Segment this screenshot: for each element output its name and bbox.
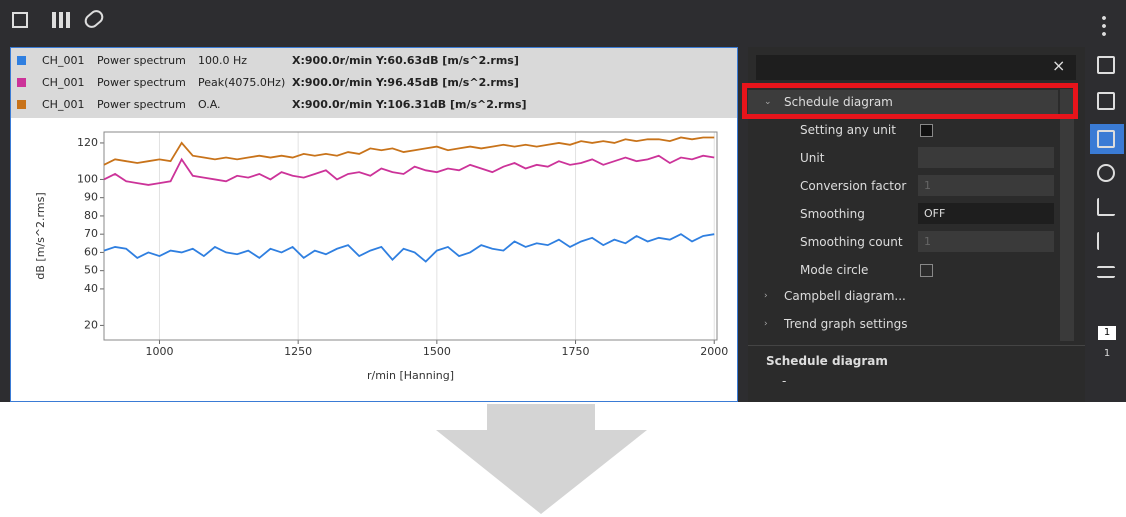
property-panel: × ⌄ Schedule diagram Setting any unit Unit C… (742, 47, 1085, 403)
property-row: Smoothing OFF (748, 200, 1058, 228)
group-label: Campbell diagram... (784, 289, 906, 303)
legend-row: CH_001 Power spectrum Peak(4075.0Hz) X:900.… (17, 73, 717, 93)
legend-row: CH_001 Power spectrum 100.0 Hz X:900.0r/min… (17, 51, 717, 71)
expander: › (764, 291, 768, 301)
expander: ⌄ (764, 97, 772, 107)
icon-bar: 1 1 (1088, 40, 1126, 402)
description-text: - (782, 374, 787, 388)
y-tick-label: 80 (84, 209, 98, 222)
property-label: Unit (800, 151, 825, 165)
tool-icon[interactable] (1097, 164, 1115, 182)
expander: › (764, 319, 768, 329)
x-tick-label: 1500 (423, 345, 451, 358)
group-label: Schedule diagram (784, 95, 893, 109)
legend-channel: CH_001 (42, 98, 85, 111)
legend-marker (17, 78, 26, 87)
close-button[interactable]: × (1052, 56, 1066, 75)
property-row: Unit (748, 144, 1058, 172)
property-label: Mode circle (800, 263, 869, 277)
property-row: Conversion factor 1 (748, 172, 1058, 200)
property-row: Mode circle (748, 256, 1058, 284)
description-title: Schedule diagram (766, 354, 888, 368)
series-line (103, 154, 715, 186)
x-tick-label: 1000 (145, 345, 173, 358)
y-tick-label: 20 (84, 318, 98, 331)
series-line (103, 136, 715, 166)
legend-readout: X:900.0r/min Y:60.63dB [m/s^2.rms] (292, 54, 519, 67)
property-label: Smoothing (800, 207, 865, 221)
down-arrow (436, 404, 647, 514)
property-value[interactable]: OFF (918, 203, 1054, 224)
legend-info: Peak(4075.0Hz) (198, 76, 286, 89)
legend-channel: CH_001 (42, 54, 85, 67)
y-tick-label: 50 (84, 264, 98, 277)
tool-icon[interactable] (1097, 266, 1115, 278)
checkbox[interactable] (920, 124, 933, 137)
active-tool[interactable] (1090, 124, 1124, 154)
x-tick-label: 1250 (284, 345, 312, 358)
legend-channel: CH_001 (42, 76, 85, 89)
x-axis-label: r/min [Hanning] (367, 369, 454, 382)
legend-row: CH_001 Power spectrum O.A. X:900.0r/min Y:1… (17, 95, 717, 115)
property-label: Setting any unit (800, 123, 896, 137)
legend-marker (17, 56, 26, 65)
legend-info: 100.0 Hz (198, 54, 248, 67)
y-tick-label: 40 (84, 282, 98, 295)
legend: CH_001 Power spectrum 100.0 Hz X:900.0r/min… (11, 48, 737, 118)
property-value[interactable]: 1 (918, 231, 1054, 252)
grid-icon[interactable] (52, 12, 70, 28)
property-value[interactable]: 1 (918, 175, 1054, 196)
x-tick-label: 1750 (562, 345, 590, 358)
legend-type: Power spectrum (97, 54, 186, 67)
legend-info: O.A. (198, 98, 221, 111)
scrollbar[interactable] (1060, 89, 1074, 341)
y-tick-label: 120 (77, 136, 98, 149)
description-area: Schedule diagram - (748, 345, 1085, 403)
legend-type: Power spectrum (97, 76, 186, 89)
legend-readout: X:900.0r/min Y:106.31dB [m/s^2.rms] (292, 98, 527, 111)
property-row: Smoothing count 1 (748, 228, 1058, 256)
series-line (103, 233, 715, 263)
y-tick-label: 60 (84, 245, 98, 258)
y-tick-label: 90 (84, 191, 98, 204)
property-label: Conversion factor (800, 179, 907, 193)
x-tick-label: 2000 (700, 345, 728, 358)
y-tick-label: 70 (84, 227, 98, 240)
highlight-box (742, 83, 1078, 119)
property-row: Setting any unit (748, 116, 1058, 144)
graph-panel: CH_001 Power spectrum 100.0 Hz X:900.0r/min… (10, 47, 738, 402)
legend-marker (17, 100, 26, 109)
legend-readout: X:900.0r/min Y:96.45dB [m/s^2.rms] (292, 76, 519, 89)
tool-icon[interactable] (1097, 92, 1115, 110)
tool-icon[interactable] (1097, 232, 1115, 250)
print-icon[interactable] (12, 12, 28, 28)
search-box[interactable] (756, 55, 1076, 80)
menu-icon[interactable] (1102, 14, 1106, 36)
chart: 1000 1250 1500 1750 2000 20 40 50 60 70 80 90 100 120… (34, 131, 728, 382)
link-icon[interactable] (81, 7, 107, 31)
page-number[interactable]: 1 (1098, 326, 1116, 340)
property-label: Smoothing count (800, 235, 903, 249)
y-tick-label: 100 (77, 172, 98, 185)
tool-icon[interactable] (1097, 198, 1115, 216)
page-total: 1 (1103, 348, 1111, 359)
y-axis-label: dB [m/s^2.rms] (34, 192, 47, 279)
tool-icon[interactable] (1097, 56, 1115, 74)
plot-frame (103, 131, 718, 341)
group-label: Trend graph settings (784, 317, 908, 331)
group-header[interactable]: ⌄ Schedule diagram (748, 90, 1058, 114)
checkbox[interactable] (920, 264, 933, 277)
property-input[interactable] (918, 147, 1054, 168)
group-header[interactable]: › Campbell diagram... (748, 284, 1058, 308)
property-grid: ⌄ Schedule diagram Setting any unit Unit Con… (748, 47, 1085, 342)
legend-type: Power spectrum (97, 98, 186, 111)
app-window: CH_001 Power spectrum 100.0 Hz X:900.0r/min… (0, 0, 1126, 402)
group-header[interactable]: › Trend graph settings (748, 312, 1058, 336)
